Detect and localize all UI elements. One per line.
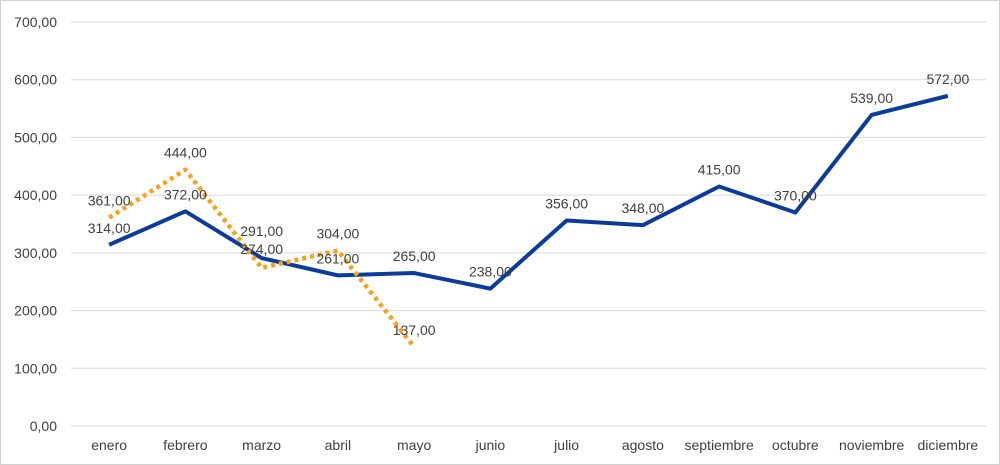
x-tick-label: junio: [475, 437, 506, 453]
y-tick-label: 500,00: [14, 129, 57, 145]
data-label: 261,00: [316, 250, 359, 266]
y-tick-label: 600,00: [14, 72, 57, 88]
data-label: 304,00: [316, 226, 359, 242]
data-label: 415,00: [698, 161, 741, 177]
y-tick-label: 0,00: [30, 418, 57, 434]
y-tick-label: 200,00: [14, 303, 57, 319]
x-tick-label: julio: [553, 437, 579, 453]
data-label: 372,00: [164, 186, 207, 202]
data-label: 314,00: [88, 220, 131, 236]
y-tick-label: 100,00: [14, 360, 57, 376]
y-tick-label: 400,00: [14, 187, 57, 203]
data-labels: 314,00 372,00 291,00 261,00 265,00 238,00 356,…: [88, 71, 970, 338]
y-tick-label: 700,00: [14, 14, 57, 30]
y-axis-ticks: 0,00 100,00 200,00 300,00 400,00 500,00 600,00…: [14, 14, 57, 434]
x-tick-label: abril: [325, 437, 351, 453]
data-label: 348,00: [621, 200, 664, 216]
x-tick-label: febrero: [163, 437, 208, 453]
x-tick-label: septiembre: [684, 437, 753, 453]
data-label: 361,00: [88, 193, 131, 209]
x-tick-label: diciembre: [918, 437, 979, 453]
x-tick-label: mayo: [397, 437, 431, 453]
x-tick-label: marzo: [242, 437, 281, 453]
x-axis-ticks: enero febrero marzo abril mayo junio julio agos…: [91, 437, 978, 453]
data-label: 291,00: [240, 223, 283, 239]
x-tick-label: octubre: [772, 437, 819, 453]
series-1-line: [108, 93, 949, 291]
data-label: 356,00: [545, 196, 588, 212]
x-tick-label: agosto: [622, 437, 664, 453]
data-label: 274,00: [240, 241, 283, 257]
data-label: 265,00: [393, 248, 436, 264]
data-label: 539,00: [850, 90, 893, 106]
x-tick-label: enero: [91, 437, 127, 453]
data-label: 238,00: [469, 264, 512, 280]
data-label: 137,00: [393, 322, 436, 338]
x-tick-label: noviembre: [839, 437, 905, 453]
series-lines: [107, 93, 949, 349]
gridlines: [71, 21, 986, 427]
y-tick-label: 300,00: [14, 245, 57, 261]
data-label: 444,00: [164, 145, 207, 161]
data-label: 572,00: [926, 71, 969, 87]
data-label: 370,00: [774, 187, 817, 203]
